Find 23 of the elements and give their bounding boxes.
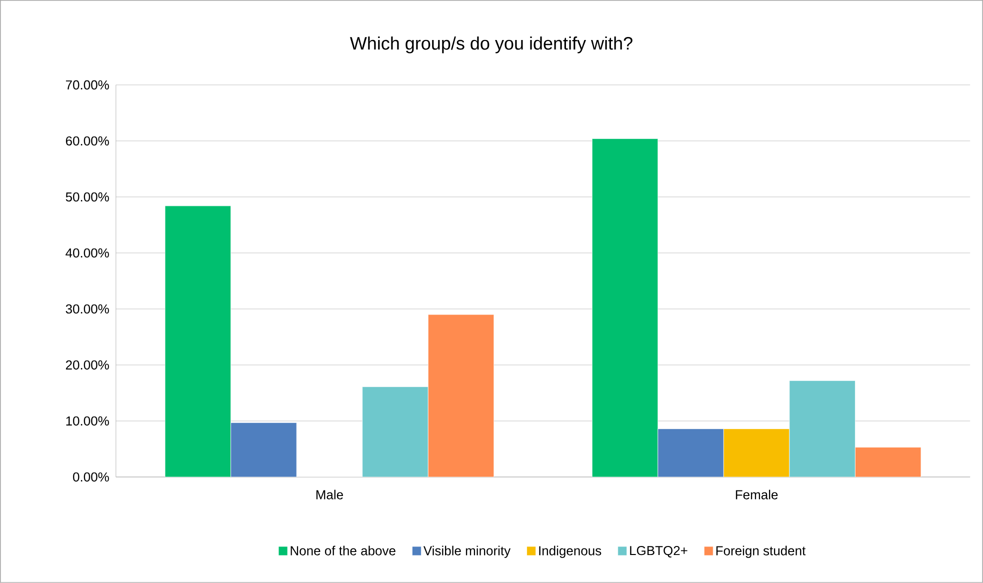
bar [362, 386, 428, 478]
bar [658, 428, 724, 478]
y-tick-label: 40.00% [66, 248, 109, 258]
legend-label: None of the above [290, 546, 396, 556]
y-tick-label: 30.00% [66, 304, 109, 314]
y-tick-label: 0.00% [73, 472, 109, 482]
y-tick-label: 50.00% [66, 192, 109, 202]
legend-label: Foreign student [716, 546, 806, 558]
chart-title: Which group/s do you identify with? [350, 36, 632, 54]
y-tick-label: 10.00% [66, 416, 109, 426]
bar [230, 422, 297, 478]
bar [592, 138, 658, 478]
y-tick-label: 60.00% [66, 136, 109, 146]
legend-label: Indigenous [539, 546, 602, 558]
y-tick-label: 70.00% [66, 80, 109, 90]
y-tick-label: 20.00% [66, 360, 109, 370]
x-tick-label: Female [736, 490, 778, 500]
legend-label: LGBTQ2+ [630, 546, 688, 558]
bar [723, 428, 790, 478]
x-tick-label: Male [316, 490, 343, 500]
bar [164, 206, 232, 478]
legend-label: Visible minority [423, 546, 511, 558]
bar [789, 380, 856, 478]
